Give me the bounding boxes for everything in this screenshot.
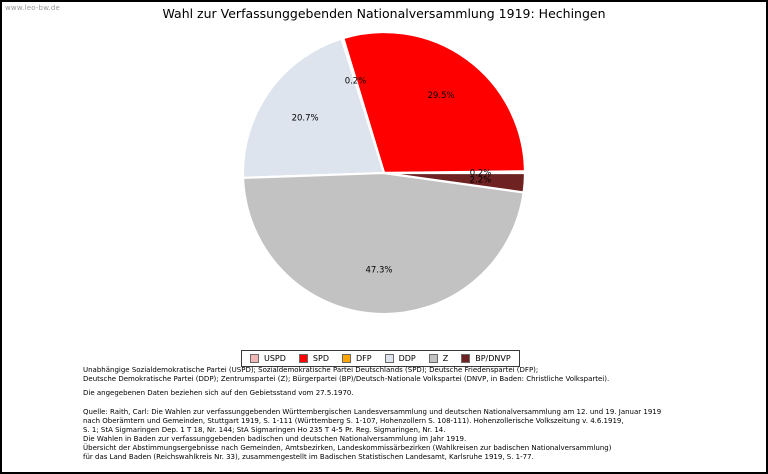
legend-item-spd: SPD — [298, 353, 329, 363]
legend-item-z: Z — [428, 353, 449, 363]
source-line-6: für das Land Baden (Reichswahlkreis Nr. … — [83, 453, 534, 461]
legend-swatch-uspd — [250, 354, 259, 363]
chart-title: Wahl zur Verfassunggebenden Nationalvers… — [162, 6, 606, 21]
source-line-3: S. 1; StA Sigmaringen Dep. 1 T 18, Nr. 1… — [83, 426, 446, 434]
legend-swatch-z — [428, 354, 438, 363]
party-note-line-2: Deutsche Demokratische Partei (DDP); Zen… — [83, 375, 610, 383]
legend-label-bp-dnvp: BP/DNVP — [475, 353, 511, 363]
pie-slice-bp-dnvp — [382, 171, 527, 194]
territorial-basis-note: Die angegebenen Daten beziehen sich auf … — [83, 389, 354, 397]
legend-label-spd: SPD — [312, 353, 329, 363]
pie-percent-label-uspd: 0.2% — [470, 168, 492, 178]
pie-percent-label-ddp: 20.7% — [292, 113, 319, 123]
pie-slice-z — [241, 171, 525, 316]
source-line-5: Übersicht der Abstimmungsergebnisse nach… — [83, 444, 612, 452]
legend-item-uspd: USPD — [250, 354, 286, 363]
pie-slice-spd — [342, 30, 527, 175]
pie-slice-ddp — [241, 37, 386, 179]
legend-swatch-dfp — [341, 354, 351, 363]
legend-item-dfp: DFP — [341, 353, 372, 363]
pie-percent-label-spd: 29.5% — [428, 91, 455, 101]
party-abbreviations-note: Unabhängige Sozialdemokratische Partei (… — [83, 366, 609, 384]
legend-label-dfp: DFP — [355, 353, 372, 363]
source-line-1: Quelle: Raith, Carl: Die Wahlen zur verf… — [83, 408, 662, 416]
source-line-4: Die Wahlen in Baden zur verfassunggebend… — [83, 435, 467, 443]
pie-percent-label-dfp: 0.2% — [345, 77, 367, 87]
legend-label-ddp: DDP — [398, 353, 416, 363]
watermark-leo-bw: www.leo-bw.de — [5, 4, 61, 12]
legend-label-z: Z — [442, 353, 449, 363]
pie-percent-label-z: 47.3% — [365, 266, 392, 276]
legend-item-bp-dnvp: BP/DNVP — [461, 353, 511, 363]
pie-percent-label-bp-dnvp: 2.2% — [470, 176, 492, 186]
legend-label-uspd: USPD — [264, 353, 286, 363]
legend-swatch-ddp — [384, 354, 394, 363]
source-citation: Quelle: Raith, Carl: Die Wahlen zur verf… — [83, 408, 661, 462]
source-line-2: nach Oberämtern und Gemeinden, Stuttgart… — [83, 417, 624, 425]
legend-box: USPD SPD DFP DDP Z BP/DNVP — [241, 350, 520, 367]
legend-item-ddp: DDP — [384, 353, 416, 363]
party-note-line-1: Unabhängige Sozialdemokratische Partei (… — [83, 366, 539, 374]
legend-swatch-bp-dnvp — [461, 354, 471, 363]
legend-swatch-spd — [298, 354, 308, 363]
